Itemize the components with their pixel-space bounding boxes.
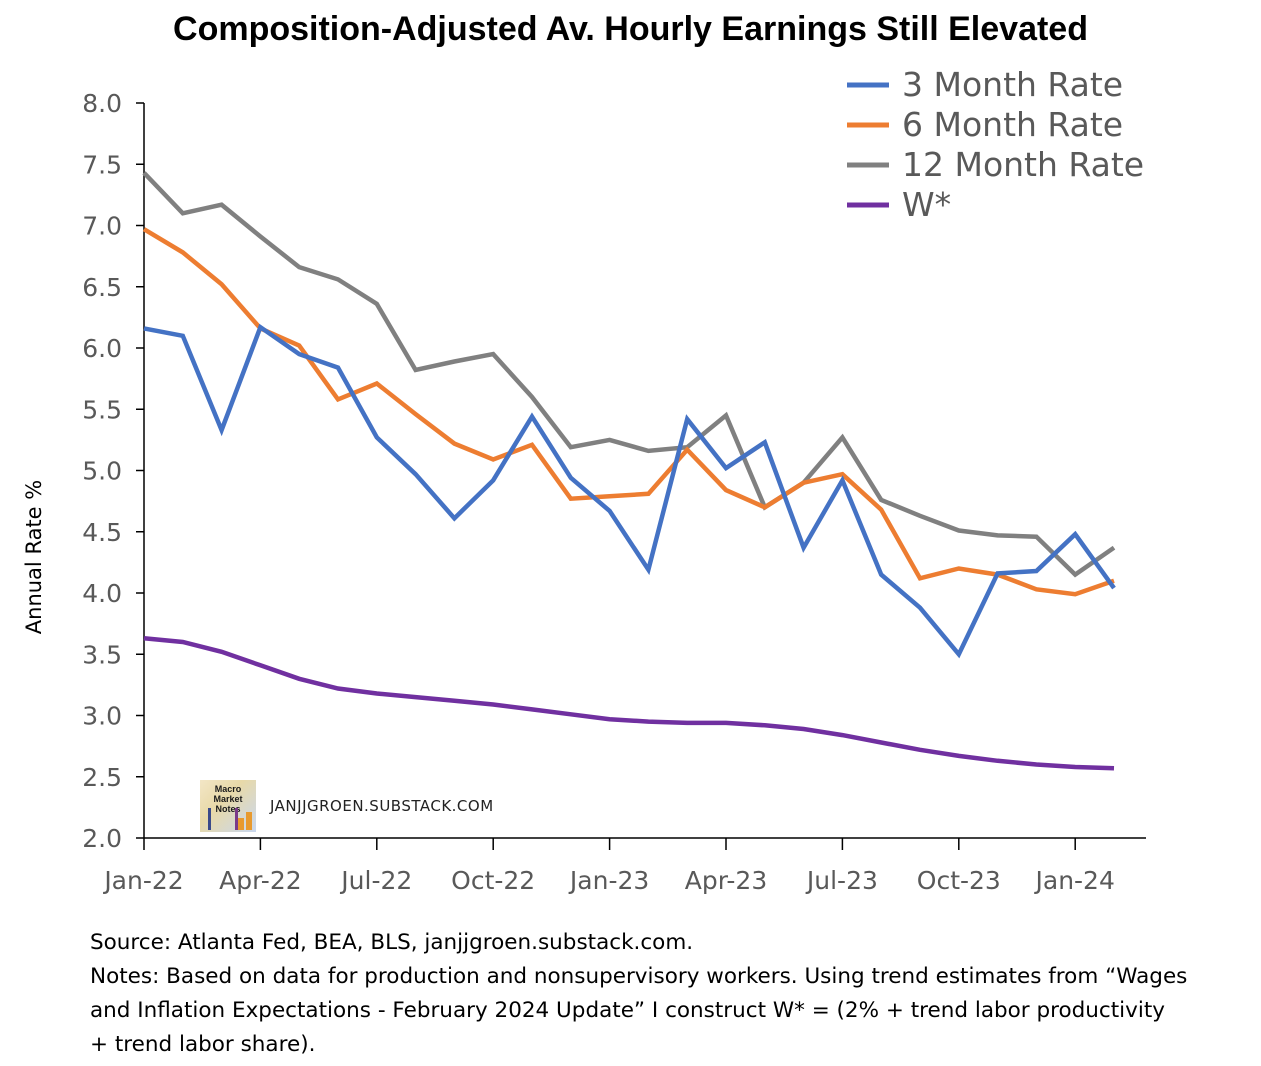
- y-tick-label: 6.0: [82, 334, 122, 363]
- source-note: Source: Atlanta Fed, BEA, BLS, janjjgroe…: [90, 930, 694, 955]
- x-tick-label: Apr-23: [685, 866, 767, 895]
- x-tick-label: Jul-23: [805, 866, 878, 895]
- series-line-3-month-rate: [143, 323, 1116, 659]
- y-tick-label: 8.0: [82, 89, 122, 118]
- notes-line-1: Notes: Based on data for production and …: [90, 964, 1188, 989]
- y-axis-label: Annual Rate %: [22, 480, 46, 634]
- y-tick-label: 7.5: [82, 150, 122, 179]
- x-tick-label: Jul-22: [339, 866, 412, 895]
- x-tick-label: Apr-22: [219, 866, 301, 895]
- y-tick-label: 5.0: [82, 457, 122, 486]
- chart-title: Composition-Adjusted Av. Hourly Earnings…: [173, 10, 1088, 48]
- notes-line-3: + trend labor share).: [90, 1032, 316, 1057]
- legend-label-12-month-rate: 12 Month Rate: [902, 145, 1144, 184]
- axes: 2.0 2.5 3.0 3.5 4.0 4.5 5.0 5.5 6.0 6.5 7.0 7.5 8.0 J…: [82, 89, 1146, 895]
- y-tick-label: 3.0: [82, 702, 122, 731]
- watermark-site: JANJJGROEN.SUBSTACK.COM: [270, 797, 494, 815]
- y-tick-label: 3.5: [82, 640, 122, 669]
- y-tick-label: 2.5: [82, 763, 122, 792]
- x-tick-label: Jan-23: [568, 866, 649, 895]
- y-tick-label: 5.5: [82, 395, 122, 424]
- series-line-wstar: [143, 636, 1115, 771]
- watermark: Macro Market Notes JANJJGROEN.SUBSTACK.C…: [200, 780, 494, 832]
- y-tick-label: 7.0: [82, 212, 122, 241]
- x-tick-label: Jan-24: [1034, 866, 1115, 895]
- footnotes: Source: Atlanta Fed, BEA, BLS, janjjgroe…: [90, 926, 1250, 1062]
- y-tick-label: 4.5: [82, 518, 122, 547]
- y-tick-label: 6.5: [82, 273, 122, 302]
- y-tick-label: 4.0: [82, 579, 122, 608]
- notes-line-2: and Inflation Expectations - February 20…: [90, 998, 1165, 1023]
- legend-label-wstar: W*: [902, 185, 951, 224]
- legend-label-3-month-rate: 3 Month Rate: [902, 65, 1123, 104]
- y-tick-label: 2.0: [82, 824, 122, 853]
- logo-text: Macro Market Notes: [213, 784, 243, 814]
- x-tick-label: Oct-23: [917, 866, 1001, 895]
- series-lines: [142, 171, 1116, 771]
- x-tick-label: Jan-22: [102, 866, 183, 895]
- legend-label-6-month-rate: 6 Month Rate: [902, 105, 1123, 144]
- macro-market-notes-logo: Macro Market Notes: [200, 780, 256, 832]
- series-line-12-month-rate: [142, 171, 1116, 578]
- x-tick-label: Oct-22: [451, 866, 535, 895]
